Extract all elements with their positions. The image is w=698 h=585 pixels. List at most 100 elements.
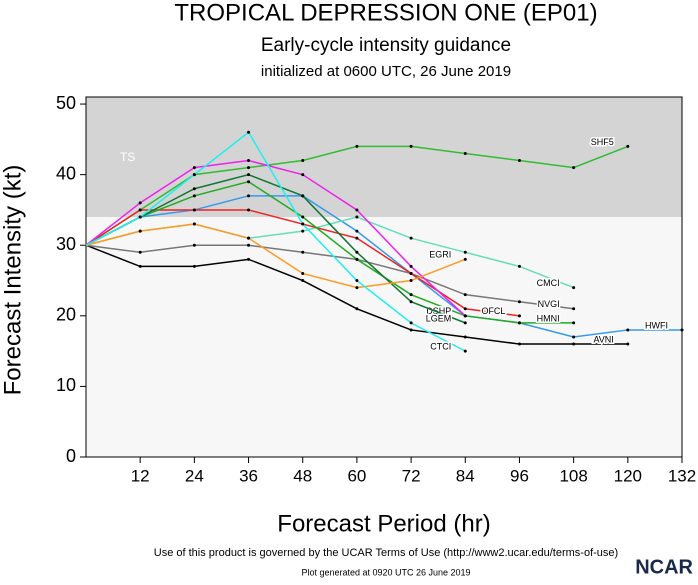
y-tick-label: 50 (56, 93, 76, 113)
point (355, 208, 359, 212)
point (247, 194, 251, 198)
chart-subtitle: Early-cycle intensity guidance (261, 35, 511, 56)
point (572, 342, 576, 346)
x-tick-label: 72 (402, 466, 421, 485)
point (409, 144, 413, 148)
point (247, 243, 251, 247)
point (572, 335, 576, 339)
series-label: OFCL (481, 306, 505, 316)
generated: Plot generated at 0920 UTC 26 June 2019 (301, 567, 470, 577)
point (301, 159, 305, 163)
point (192, 187, 196, 191)
point (517, 321, 521, 325)
point (463, 349, 467, 353)
x-axis-title: Forecast Period (hr) (277, 510, 490, 537)
series-line (85, 159, 466, 317)
ts-label: TS (120, 150, 135, 164)
point (247, 236, 251, 240)
point (626, 144, 630, 148)
point (301, 250, 305, 254)
point (301, 279, 305, 283)
point (463, 293, 467, 297)
x-tick-label: 84 (456, 466, 475, 485)
point (517, 342, 521, 346)
point (192, 166, 196, 170)
y-tick-label: 0 (66, 446, 76, 466)
series-line (85, 223, 466, 289)
point (409, 236, 413, 240)
point (517, 300, 521, 304)
point (355, 144, 359, 148)
series-label: CMCI (537, 278, 560, 288)
point (192, 173, 196, 177)
point (192, 208, 196, 212)
point (409, 300, 413, 304)
init-text: initialized at 0600 UTC, 26 June 2019 (261, 63, 511, 80)
point (409, 279, 413, 283)
x-tick-label: 132 (668, 466, 696, 485)
point (355, 279, 359, 283)
point (463, 257, 467, 261)
y-tick-label: 40 (56, 163, 76, 183)
point (409, 271, 413, 275)
point (301, 173, 305, 177)
point (301, 194, 305, 198)
point (247, 180, 251, 184)
x-tick-label: 96 (510, 466, 529, 485)
point (192, 194, 196, 198)
point (192, 243, 196, 247)
footer: Use of this product is governed by the U… (154, 547, 618, 559)
x-tick-label: 108 (559, 466, 587, 485)
point (355, 250, 359, 254)
point (626, 342, 630, 346)
series-label: HWFI (645, 320, 668, 330)
point (355, 286, 359, 290)
x-tick-label: 12 (131, 466, 150, 485)
point (247, 159, 251, 163)
point (138, 250, 142, 254)
point (192, 222, 196, 226)
point (138, 264, 142, 268)
point (409, 328, 413, 332)
point (247, 166, 251, 170)
point (301, 229, 305, 233)
series-label: LGEM (426, 313, 452, 323)
chart-title: TROPICAL DEPRESSION ONE (EP01) (174, 0, 597, 26)
point (301, 222, 305, 226)
point (138, 215, 142, 219)
series-label: CTCI (430, 341, 451, 351)
point (355, 236, 359, 240)
point (463, 335, 467, 339)
point (463, 314, 467, 318)
x-tick-label: 24 (185, 466, 204, 485)
point (355, 229, 359, 233)
series-label: SHF5 (591, 137, 614, 147)
point (138, 201, 142, 205)
series-label: NVGI (538, 299, 560, 309)
series-label: AVNI (593, 334, 613, 344)
point (301, 271, 305, 275)
x-tick-label: 120 (614, 466, 642, 485)
point (192, 264, 196, 268)
point (463, 151, 467, 155)
point (247, 257, 251, 261)
point (572, 307, 576, 311)
point (138, 208, 142, 212)
point (355, 215, 359, 219)
point (138, 229, 142, 233)
point (680, 328, 684, 332)
x-tick-label: 60 (347, 466, 366, 485)
plot-frame (85, 96, 683, 458)
point (247, 173, 251, 177)
series-label: HMNI (537, 313, 560, 323)
point (463, 250, 467, 254)
y-tick-label: 20 (56, 305, 76, 325)
point (517, 264, 521, 268)
point (517, 314, 521, 318)
series-label: EGRI (429, 250, 451, 260)
y-tick-label: 10 (56, 375, 76, 395)
point (301, 215, 305, 219)
point (247, 208, 251, 212)
point (517, 159, 521, 163)
